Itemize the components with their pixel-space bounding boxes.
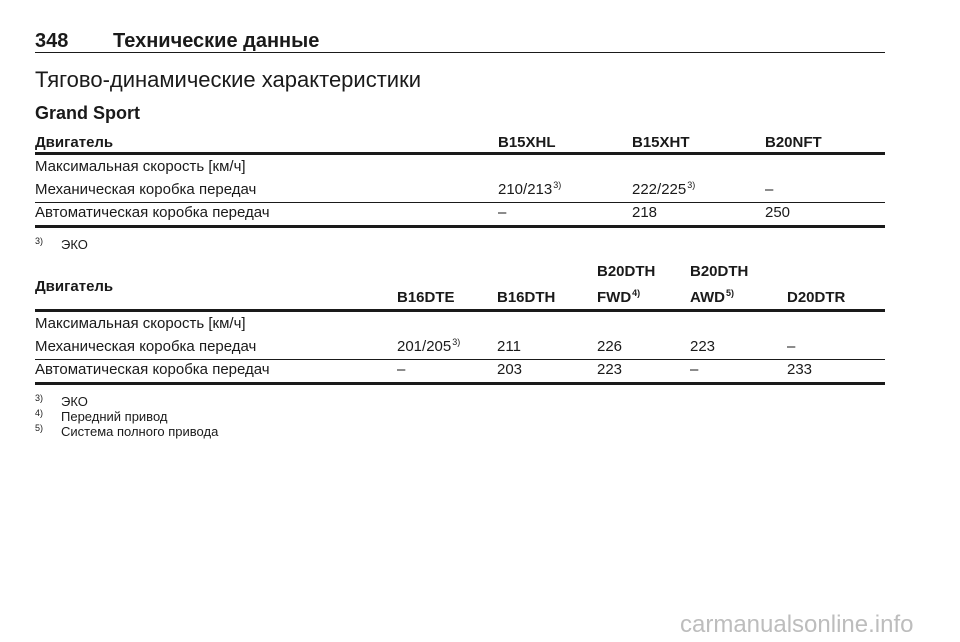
footnote-mark: 3): [35, 393, 44, 403]
page-number: 348: [35, 30, 69, 52]
table-cell-text: 233: [787, 361, 813, 378]
table-cell-text: Автоматическая коробка передач: [35, 361, 270, 378]
table-cell: 226: [597, 338, 622, 356]
footnote-ref: 4): [632, 288, 641, 298]
table-cell: Максимальная скорость [км/ч]: [35, 315, 246, 333]
column-header-text: B20NFT: [765, 134, 822, 151]
footnote-text: ЭКО: [61, 237, 88, 252]
table-cell: 223: [597, 361, 622, 379]
table-cell-text: 201/205: [397, 338, 452, 355]
subtitle: Grand Sport: [35, 103, 141, 123]
column-header: B20NFT: [765, 134, 822, 152]
table-cell: –: [787, 338, 795, 356]
section-title: Технические данные: [113, 30, 320, 52]
column-header-text: D20DTR: [787, 289, 846, 306]
table-cell: 211: [497, 338, 521, 356]
table-cell: 218: [632, 204, 657, 222]
row-rule: [35, 359, 885, 360]
column-header-text: AWD: [690, 289, 725, 306]
column-header-text: FWD: [597, 289, 632, 306]
table-cell: 233: [787, 361, 812, 379]
table-cell: 201/2053): [397, 338, 460, 356]
footnote-text: Передний привод: [61, 409, 168, 424]
table-cell-text: Максимальная скорость [км/ч]: [35, 158, 246, 175]
footnote-mark: 5): [35, 423, 44, 433]
column-header-text: Двигатель: [35, 278, 114, 295]
column-header: Двигатель: [35, 278, 113, 296]
table-cell-text: Механическая коробка передач: [35, 338, 257, 355]
column-header-text: B15XHT: [632, 134, 690, 151]
row-rule: [35, 202, 885, 203]
column-header: FWD4): [597, 289, 640, 307]
column-header-line1: B20DTH: [690, 263, 749, 280]
table-end-rule: [35, 225, 885, 228]
table-cell: Механическая коробка передач: [35, 338, 256, 356]
column-header-text: B15XHL: [498, 134, 556, 151]
table-cell: Механическая коробка передач: [35, 181, 256, 199]
header-rule: [35, 152, 885, 155]
table-cell-text: –: [498, 204, 507, 221]
table-cell-text: 203: [497, 361, 523, 378]
table-cell: 222/2253): [632, 181, 695, 199]
footnote-mark: 3): [35, 236, 44, 246]
table-cell: Максимальная скорость [км/ч]: [35, 158, 246, 176]
table-cell: 203: [497, 361, 522, 379]
table-cell: –: [690, 361, 698, 379]
table-cell: –: [765, 181, 773, 199]
table-cell: 223: [690, 338, 715, 356]
footnote-ref: 3): [687, 180, 696, 190]
table-cell-text: 222/225: [632, 181, 687, 198]
table-cell-text: –: [765, 181, 774, 198]
title: Тягово-динамические характеристики: [35, 67, 421, 92]
column-header: B16DTE: [397, 289, 455, 307]
header-rule: [35, 309, 885, 312]
table-cell-text: –: [397, 361, 406, 378]
table-cell-text: –: [690, 361, 699, 378]
table-end-rule: [35, 382, 885, 385]
table-cell: Автоматическая коробка передач: [35, 361, 270, 379]
table-cell-text: Механическая коробка передач: [35, 181, 257, 198]
table-cell-text: 226: [597, 338, 623, 355]
column-header: AWD5): [690, 289, 734, 307]
table-cell-text: 218: [632, 204, 658, 221]
column-header: B15XHT: [632, 134, 690, 152]
header-rule: [35, 52, 885, 53]
footnote-ref: 3): [553, 180, 562, 190]
column-header: B16DTH: [497, 289, 555, 307]
table-cell-text: 210/213: [498, 181, 553, 198]
table-cell: Автоматическая коробка передач: [35, 204, 270, 222]
table-cell: –: [498, 204, 506, 222]
table-cell-text: 223: [597, 361, 623, 378]
footnote-text: ЭКО: [61, 394, 88, 409]
footnote-ref: 5): [726, 288, 735, 298]
footnote-ref: 3): [452, 337, 461, 347]
column-header-text: Двигатель: [35, 134, 114, 151]
table-cell: –: [397, 361, 405, 379]
column-header-text: B16DTE: [397, 289, 455, 306]
table-cell-text: Автоматическая коробка передач: [35, 204, 270, 221]
table-cell: 210/2133): [498, 181, 561, 199]
column-header-line1: B20DTH: [597, 263, 656, 280]
watermark: carmanualsonline.info: [680, 611, 914, 638]
table-cell-text: 223: [690, 338, 716, 355]
footnote-mark: 4): [35, 408, 44, 418]
table-cell-text: 250: [765, 204, 791, 221]
table-cell-text: –: [787, 338, 796, 355]
footnote-text: Система полного привода: [61, 424, 219, 439]
column-header-text: B16DTH: [497, 289, 556, 306]
column-header: D20DTR: [787, 289, 845, 307]
column-header: B15XHL: [498, 134, 556, 152]
table-cell-text: Максимальная скорость [км/ч]: [35, 315, 246, 332]
table-cell: 250: [765, 204, 790, 222]
column-header: Двигатель: [35, 134, 113, 152]
table-cell-text: 211: [497, 338, 521, 355]
